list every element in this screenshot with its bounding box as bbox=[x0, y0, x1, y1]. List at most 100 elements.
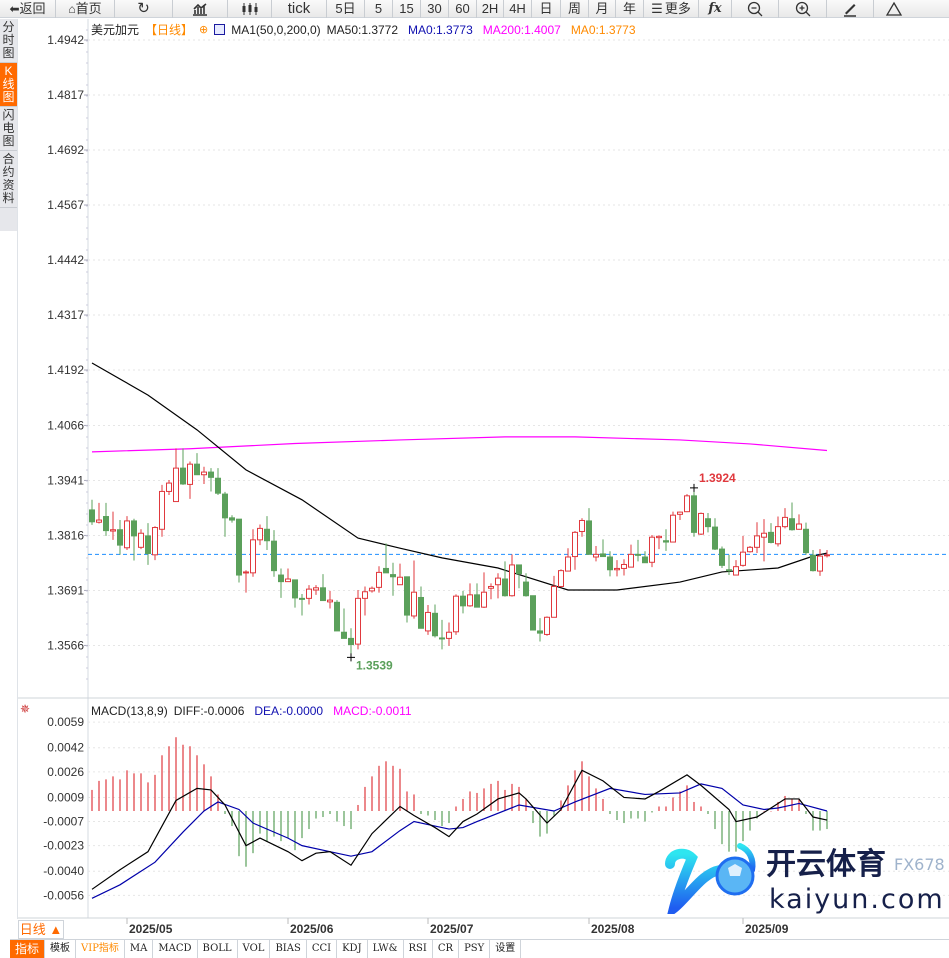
home-button[interactable]: ⌂ 首页 bbox=[56, 0, 115, 18]
zoom-out-button[interactable] bbox=[732, 0, 779, 18]
period-30[interactable]: 30 bbox=[421, 0, 449, 18]
candle-body bbox=[285, 578, 291, 583]
sidebar-tab-2[interactable]: 闪电图 bbox=[0, 107, 17, 151]
tab-设置[interactable]: 设置 bbox=[490, 940, 522, 958]
price-tick-label: 1.4817 bbox=[47, 88, 84, 102]
candle-body bbox=[691, 495, 697, 533]
tab-bias[interactable]: BIAS bbox=[270, 940, 307, 958]
five-day-button[interactable]: 5日 bbox=[327, 0, 365, 18]
shape-button[interactable] bbox=[874, 0, 914, 18]
candle-body bbox=[243, 571, 249, 574]
tab-boll[interactable]: BOLL bbox=[198, 940, 238, 958]
candle-body bbox=[614, 567, 620, 571]
tab-vip指标[interactable]: VIP指标 bbox=[76, 940, 125, 958]
period-60[interactable]: 60 bbox=[449, 0, 477, 18]
back-arrow-icon: ⬅ bbox=[9, 2, 20, 16]
zoom-in-icon bbox=[795, 1, 810, 17]
candle-body bbox=[502, 578, 508, 597]
candle-body bbox=[166, 482, 172, 492]
candle-body bbox=[103, 516, 109, 532]
toolbar: ⬅ 返回 ⌂ 首页 ↻ tick 5日 5 15 30 60 2H 4H 日周月年 ☰ 更多 fx bbox=[0, 0, 949, 18]
ma200-value: MA200:1.4007 bbox=[482, 22, 561, 37]
candle-body bbox=[208, 471, 214, 478]
candlestick-button[interactable] bbox=[228, 0, 272, 18]
high-price-label: 1.3924 bbox=[699, 471, 736, 485]
candle-body bbox=[516, 564, 522, 575]
pen-icon bbox=[844, 4, 856, 17]
tab-vol[interactable]: VOL bbox=[238, 940, 271, 958]
candle-body bbox=[733, 566, 739, 576]
zoom-in-button[interactable] bbox=[779, 0, 827, 18]
indicator-chart-icon[interactable] bbox=[214, 24, 226, 35]
candle-body bbox=[96, 519, 102, 523]
period-周[interactable]: 周 bbox=[561, 0, 589, 18]
refresh-icon: ↻ bbox=[137, 0, 150, 17]
candle-body bbox=[740, 551, 746, 566]
candle-body bbox=[705, 518, 711, 528]
period-5[interactable]: 5 bbox=[365, 0, 393, 18]
macd-value: MACD:-0.0011 bbox=[333, 704, 412, 718]
period-日[interactable]: 日 bbox=[532, 0, 561, 18]
candle-body bbox=[376, 571, 382, 588]
macd-settings-icon[interactable]: ✵ bbox=[20, 702, 31, 716]
period-2H[interactable]: 2H bbox=[477, 0, 504, 18]
marker-cross-icon bbox=[690, 483, 698, 492]
tab-指标[interactable]: 指标 bbox=[10, 940, 46, 958]
sidebar-tab-1[interactable]: K线图 bbox=[0, 63, 17, 107]
period-4H[interactable]: 4H bbox=[504, 0, 532, 18]
candle-body bbox=[670, 514, 676, 543]
add-circle-icon[interactable]: ⊕ bbox=[199, 24, 209, 36]
macd-tick-label: 0.0059 bbox=[47, 715, 84, 729]
candle-body bbox=[173, 467, 179, 503]
candle-body bbox=[712, 526, 718, 550]
candle-body bbox=[369, 587, 375, 592]
candle-body bbox=[327, 599, 333, 603]
tab-rsi[interactable]: RSI bbox=[404, 940, 433, 958]
sidebar-tab-0[interactable]: 分时图 bbox=[0, 19, 17, 63]
tab-模板[interactable]: 模板 bbox=[45, 940, 77, 958]
macd-tick-label: 0.0042 bbox=[47, 741, 84, 755]
period-selector[interactable]: 日线 ▲ bbox=[18, 920, 64, 939]
chart-type-button[interactable] bbox=[173, 0, 228, 18]
candle-body bbox=[110, 529, 116, 532]
date-tick-label: 2025/08 bbox=[591, 922, 635, 936]
dea-line bbox=[91, 783, 828, 899]
tab-kdj[interactable]: KDJ bbox=[337, 940, 368, 958]
refresh-button[interactable]: ↻ bbox=[115, 0, 173, 18]
period-15[interactable]: 15 bbox=[393, 0, 421, 18]
candle-body bbox=[628, 553, 634, 568]
more-button[interactable]: ☰ 更多 bbox=[644, 0, 699, 18]
sidebar-tab-3[interactable]: 合约资料 bbox=[0, 151, 17, 208]
period-年[interactable]: 年 bbox=[616, 0, 644, 18]
tab-cr[interactable]: CR bbox=[433, 940, 460, 958]
back-button[interactable]: ⬅ 返回 bbox=[0, 0, 56, 18]
candle-body bbox=[320, 587, 326, 602]
candle-body bbox=[663, 540, 669, 543]
symbol-name: 美元加元 bbox=[91, 23, 140, 37]
period-月[interactable]: 月 bbox=[589, 0, 616, 18]
tick-button[interactable]: tick bbox=[272, 0, 327, 18]
candle-body bbox=[600, 553, 606, 558]
candle-body bbox=[341, 631, 347, 639]
home-icon: ⌂ bbox=[68, 2, 76, 16]
candle-body bbox=[362, 591, 368, 599]
tab-cci[interactable]: CCI bbox=[307, 940, 338, 958]
candle-body bbox=[635, 553, 641, 556]
tab-psy[interactable]: PSY bbox=[459, 940, 491, 958]
marker-cross-icon bbox=[347, 653, 355, 662]
tab-lw&[interactable]: LW& bbox=[368, 940, 404, 958]
candle-body bbox=[222, 493, 228, 519]
candle-body bbox=[607, 556, 613, 571]
candle-body bbox=[264, 528, 270, 542]
tab-macd[interactable]: MACD bbox=[153, 940, 198, 958]
candle-body bbox=[474, 594, 480, 608]
date-tick-label: 2025/09 bbox=[745, 922, 789, 936]
draw-button[interactable] bbox=[827, 0, 874, 18]
formula-button[interactable]: fx bbox=[699, 0, 732, 18]
sidebar: 分时图 K线图 闪电图 合约资料 bbox=[0, 19, 17, 231]
candle-body bbox=[796, 523, 802, 530]
date-tick-label: 2025/05 bbox=[129, 922, 173, 936]
tab-ma[interactable]: MA bbox=[125, 940, 154, 958]
candle-body bbox=[509, 564, 515, 597]
